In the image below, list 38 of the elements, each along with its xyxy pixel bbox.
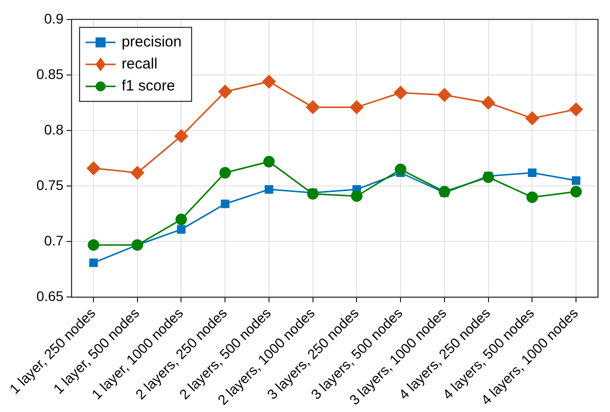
y-tick-label: 0.75 [36,176,64,193]
y-tick-label: 0.8 [44,121,64,138]
point [569,102,583,116]
legend-label: recall [122,56,158,73]
point [89,258,98,268]
point [220,200,230,208]
point [176,225,186,234]
point [482,96,496,110]
point [307,188,319,200]
point [264,185,274,194]
point [526,191,538,203]
point [394,164,406,176]
y-tick-label: 0.65 [36,288,64,304]
point [219,167,231,178]
point [350,100,364,114]
point [394,86,408,100]
point [570,186,582,198]
point [438,186,450,198]
point [525,112,539,126]
point [263,156,275,168]
point [262,74,276,88]
point [88,239,100,251]
point [174,129,188,143]
point [86,162,100,176]
point [438,88,452,102]
y-tick-label: 0.9 [44,10,64,26]
legend-label: f1 score [122,78,175,95]
point [175,214,187,226]
point [218,84,232,98]
y-tick-label: 0.85 [36,66,64,82]
point [350,190,362,202]
y-tick-label: 0.7 [44,232,64,249]
point [130,166,144,180]
legend-label: precision [122,34,182,51]
point [306,100,320,114]
point [528,168,536,178]
point [482,171,494,183]
point [572,176,580,185]
